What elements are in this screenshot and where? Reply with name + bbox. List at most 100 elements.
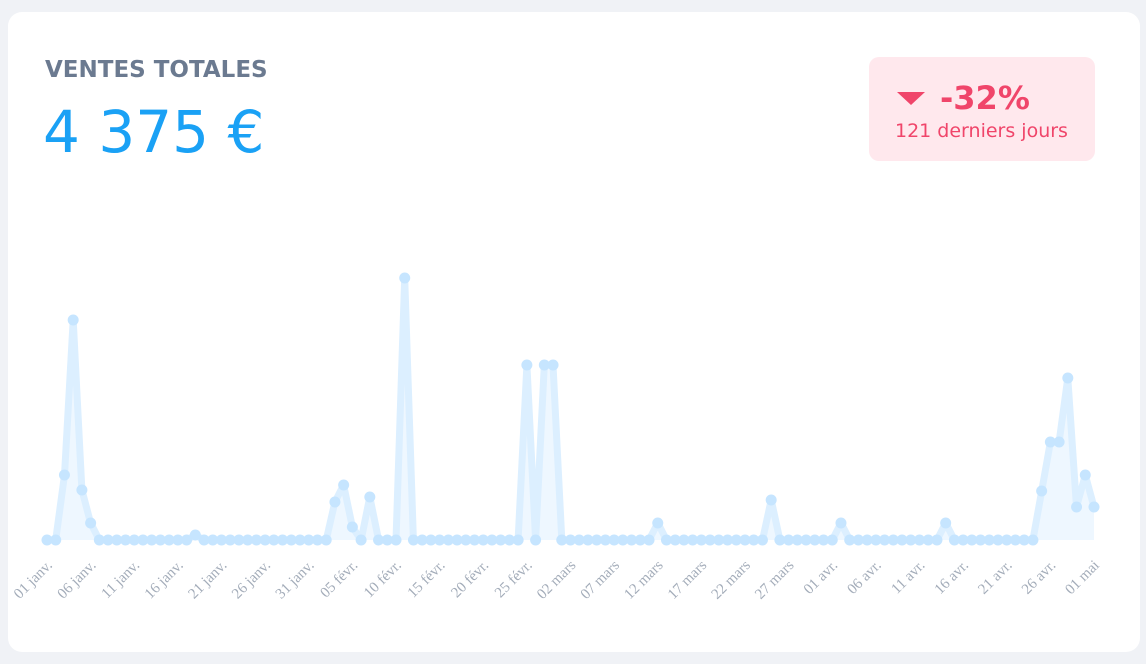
point [643,534,655,546]
point [975,534,987,546]
point [1062,372,1074,384]
point [381,534,393,546]
point [373,534,385,546]
point [346,521,358,533]
point [67,314,79,326]
point [93,534,105,546]
point [154,534,166,546]
point [599,534,611,546]
point [983,534,995,546]
point [512,534,524,546]
point [722,534,734,546]
point [695,534,707,546]
point [85,517,97,529]
point [303,534,315,546]
point [189,529,201,541]
point [172,534,184,546]
point [940,517,952,529]
point [1027,534,1039,546]
point [861,534,873,546]
point [530,534,542,546]
point [460,534,472,546]
point [713,534,725,546]
point [844,534,856,546]
point [879,534,891,546]
point [765,494,777,506]
point [364,491,376,503]
point [887,534,899,546]
point [783,534,795,546]
point [896,534,908,546]
change-badge: -32% 121 derniers jours [869,57,1095,161]
point [76,484,88,496]
badge-background [869,57,1095,161]
point [652,517,664,529]
point [809,534,821,546]
point [111,534,123,546]
point [399,272,411,284]
point [687,534,699,546]
point [355,534,367,546]
point [678,534,690,546]
point [538,359,550,371]
down-arrow-icon [897,92,925,105]
point [451,534,463,546]
point [791,534,803,546]
point [338,479,350,491]
point [259,534,271,546]
point [242,534,254,546]
point [957,534,969,546]
point [1053,436,1065,448]
point [1088,501,1100,513]
point [1018,534,1030,546]
point [58,469,70,481]
point [669,534,681,546]
point [233,534,245,546]
point [660,534,672,546]
point [556,534,568,546]
point [1071,501,1083,513]
change-percent: -32% [940,79,1030,117]
point [207,534,219,546]
point [442,534,454,546]
point [320,534,332,546]
point [826,534,838,546]
point [931,534,943,546]
point [250,534,262,546]
point [704,534,716,546]
point [495,534,507,546]
period-label: 121 derniers jours [895,120,1068,142]
point [573,534,585,546]
point [966,534,978,546]
point [870,534,882,546]
point [739,534,751,546]
card-title: VENTES TOTALES [45,57,268,83]
point [146,534,158,546]
point [626,534,638,546]
point [425,534,437,546]
point [565,534,576,546]
point [416,534,428,546]
point [477,534,489,546]
total-value: 4 375 € [43,98,264,166]
point [800,534,812,546]
point [294,534,306,546]
point [774,534,786,546]
point [390,534,402,546]
point [50,534,62,546]
point [224,534,236,546]
point [120,534,132,546]
point [730,534,742,546]
point [905,534,917,546]
point [1044,436,1056,448]
point [748,534,760,546]
point [285,534,297,546]
point [1036,485,1048,497]
point [128,534,140,546]
point [922,534,934,546]
point [818,534,830,546]
point [756,534,768,546]
point [992,534,1004,546]
point [41,534,53,546]
